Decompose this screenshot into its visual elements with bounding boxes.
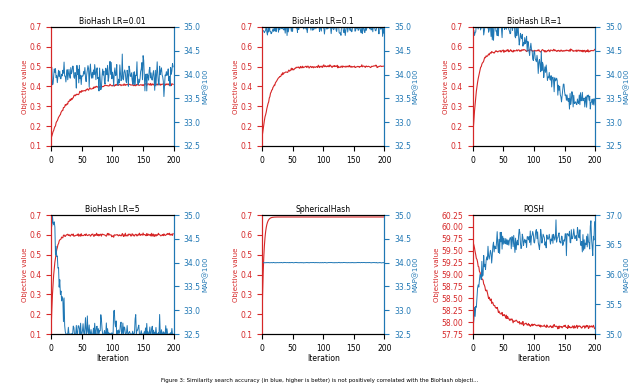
Y-axis label: MAP@100: MAP@100 [202,69,208,104]
Title: BioHash LR=1: BioHash LR=1 [507,17,561,26]
Y-axis label: MAP@100: MAP@100 [413,257,419,292]
Y-axis label: Objective value: Objective value [22,247,28,302]
X-axis label: Iteration: Iteration [518,354,550,363]
Y-axis label: Objective value: Objective value [434,247,440,302]
Title: SphericalHash: SphericalHash [296,205,351,214]
Y-axis label: Objective value: Objective value [22,59,28,114]
X-axis label: Iteration: Iteration [96,354,129,363]
Title: BioHash LR=0.1: BioHash LR=0.1 [292,17,354,26]
Title: BioHash LR=0.01: BioHash LR=0.01 [79,17,146,26]
Y-axis label: MAP@100: MAP@100 [623,257,630,292]
Title: POSH: POSH [524,205,545,214]
Y-axis label: Objective value: Objective value [444,59,449,114]
Text: Figure 3: Similarity search accuracy (in blue, higher is better) is not positive: Figure 3: Similarity search accuracy (in… [161,378,479,383]
Y-axis label: Objective value: Objective value [233,59,239,114]
Y-axis label: MAP@100: MAP@100 [202,257,208,292]
Y-axis label: MAP@100: MAP@100 [623,69,630,104]
Title: BioHash LR=5: BioHash LR=5 [85,205,140,214]
Y-axis label: Objective value: Objective value [233,247,239,302]
Y-axis label: MAP@100: MAP@100 [413,69,419,104]
X-axis label: Iteration: Iteration [307,354,340,363]
